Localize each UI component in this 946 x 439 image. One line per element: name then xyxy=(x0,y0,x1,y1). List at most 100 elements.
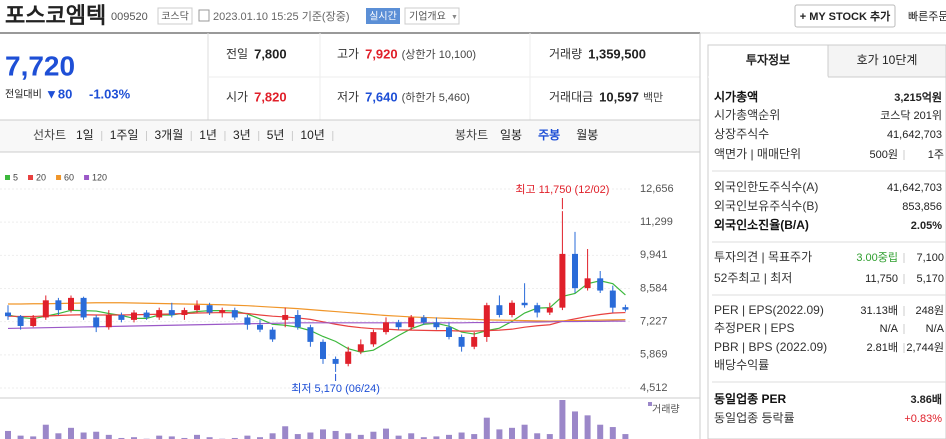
candle-body xyxy=(320,341,326,359)
period-tab[interactable]: 1주일 xyxy=(110,128,139,142)
volume-bar xyxy=(446,434,452,439)
candle-body xyxy=(68,297,74,311)
candle-body xyxy=(597,278,604,291)
candle-body xyxy=(622,307,629,310)
candle-body xyxy=(257,324,263,330)
summary-value: 7,920 xyxy=(365,46,398,61)
legend-swatch xyxy=(84,175,90,180)
volume-bar xyxy=(181,437,188,439)
info-value2: 5,170 xyxy=(916,273,944,285)
candle-body xyxy=(483,305,490,337)
info-value: 11,750 xyxy=(865,273,898,285)
candle-body xyxy=(93,317,100,328)
candle-body xyxy=(609,290,616,308)
info-value2: 1주 xyxy=(928,149,944,161)
volume-bar xyxy=(231,437,238,439)
company-info-button[interactable] xyxy=(404,7,460,25)
volume-label-box xyxy=(648,402,652,406)
volume-bar xyxy=(370,431,377,439)
period-tab[interactable]: 10년 xyxy=(300,128,324,142)
volume-bar xyxy=(93,431,100,439)
candle-body xyxy=(383,322,389,333)
info-value: 41,642,703 xyxy=(887,182,942,194)
summary-note: 백만 xyxy=(643,91,663,104)
info-tab[interactable]: 호가 10단계 xyxy=(857,53,918,67)
legend-swatch xyxy=(56,175,62,180)
candle-body xyxy=(219,310,226,313)
candle-body xyxy=(55,300,62,311)
volume-bar xyxy=(395,435,402,439)
volume-bar xyxy=(408,433,415,439)
summary-note: (상한가 10,100) xyxy=(402,48,476,61)
stock-name: 포스코엠텍 xyxy=(5,3,106,28)
info-value: 853,856 xyxy=(902,201,942,213)
period-tab[interactable]: 3개월 xyxy=(154,128,183,142)
info-value2: 248원 xyxy=(916,304,944,317)
y-tick-label: 11,299 xyxy=(640,216,673,228)
info-value: 3.86배 xyxy=(910,392,942,406)
candle-body xyxy=(17,316,24,326)
period-tab[interactable]: 주봉 xyxy=(538,128,560,142)
info-label: 외국인소진율(B/A) xyxy=(714,217,809,232)
summary-value: 1,359,500 xyxy=(588,46,646,61)
summary-value: 7,640 xyxy=(365,89,398,104)
candle-body xyxy=(156,310,163,318)
info-tab[interactable]: 투자정보 xyxy=(746,52,790,67)
mystock-button[interactable] xyxy=(794,4,896,28)
summary-note: (하한가 5,460) xyxy=(402,90,470,104)
period-tab[interactable]: 월봉 xyxy=(576,128,598,142)
info-value: 2.81배 xyxy=(866,341,898,354)
mystock: + MY STOCK 추가 xyxy=(800,9,890,23)
volume-bar xyxy=(521,424,528,439)
period-tab[interactable]: 일봉 xyxy=(500,128,522,142)
price-chart: 12,656 11,299 9,941 8,584 7,227 5,869 4,512 5 20… xyxy=(0,172,700,439)
info-tab-inactive[interactable] xyxy=(827,44,946,78)
volume-bar xyxy=(609,427,616,439)
y-tick-label: 9,941 xyxy=(640,249,668,261)
volume-bar xyxy=(131,437,137,439)
volume-bar xyxy=(433,436,440,439)
summary-label: 시가 xyxy=(226,90,248,104)
volume-bar xyxy=(118,437,125,439)
info-label: 동일업종 등락률 xyxy=(714,411,795,425)
stock-code: 009520 xyxy=(111,11,148,23)
info-label: 52주최고 | 최저 xyxy=(714,271,792,285)
period-tab[interactable]: 3년 xyxy=(233,128,251,142)
summary-label: 저가 xyxy=(337,90,359,104)
y-tick-label: 8,584 xyxy=(640,282,668,294)
info-value: 3,215억원 xyxy=(894,90,942,104)
moving-average xyxy=(8,302,626,322)
candle-body xyxy=(206,305,213,313)
volume-bar xyxy=(168,436,175,439)
summary-value: 7,820 xyxy=(254,89,287,104)
info-label: 투자의견 | 목표주가 xyxy=(714,250,812,264)
volume-bar xyxy=(383,428,389,439)
legend-swatch xyxy=(5,175,10,180)
quick-order[interactable]: 빠른주문 xyxy=(908,10,946,23)
volume-bar xyxy=(257,437,263,439)
info-value: 500원 xyxy=(870,148,898,161)
candle-body xyxy=(458,336,465,347)
candle-body xyxy=(357,344,364,352)
volume-bar xyxy=(584,415,591,439)
dropdown-arrow: ▼ xyxy=(451,14,458,21)
y-tick-label: 7,227 xyxy=(640,316,668,328)
volume-bar xyxy=(105,434,112,439)
volume-bar xyxy=(156,435,163,439)
realtime-badge[interactable] xyxy=(366,8,400,24)
volume-bar xyxy=(483,417,490,439)
volume-bar xyxy=(5,430,11,439)
period-tab[interactable]: 1년 xyxy=(199,128,217,142)
candle-body xyxy=(269,329,276,340)
candle-body xyxy=(509,302,515,315)
volume-bar xyxy=(572,411,578,439)
tab-bar xyxy=(0,120,700,152)
period-tab[interactable]: 5년 xyxy=(267,128,285,142)
candle-body xyxy=(105,314,112,328)
info-value: 41,642,703 xyxy=(887,129,942,141)
info-value: +0.83% xyxy=(904,413,942,425)
volume-bar xyxy=(420,437,427,439)
period-tab[interactable]: 1일 xyxy=(76,128,94,142)
info-label: PBR | BPS (2022.09) xyxy=(714,340,827,354)
